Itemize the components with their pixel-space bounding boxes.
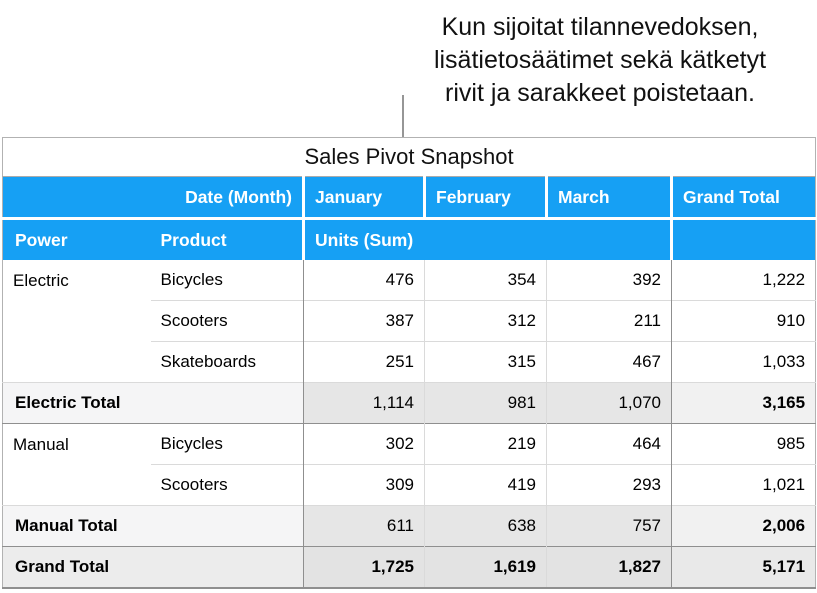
cell-manual-bicycles-february[interactable]: 219 xyxy=(424,423,547,465)
cell-manual-total-march[interactable]: 757 xyxy=(546,505,672,547)
cell-electric-total-march[interactable]: 1,070 xyxy=(546,382,672,424)
cell-manual-total-january[interactable]: 611 xyxy=(303,505,425,547)
cell-power-manual[interactable]: Manual xyxy=(2,423,151,506)
cell-manual-bicycles-january[interactable]: 302 xyxy=(303,423,425,465)
cell-manual-scooters-grand-total[interactable]: 1,021 xyxy=(670,464,816,506)
cell-electric-bicycles-january[interactable]: 476 xyxy=(303,260,425,301)
column-header-january[interactable]: January xyxy=(302,176,425,220)
cell-manual-bicycles-grand-total[interactable]: 985 xyxy=(670,423,816,465)
cell-electric-scooters-march[interactable]: 211 xyxy=(546,300,672,342)
pivot-table: Sales Pivot Snapshot Date (Month) Januar… xyxy=(2,137,817,589)
cell-manual-scooters-february[interactable]: 419 xyxy=(424,464,547,506)
cell-electric-scooters-january[interactable]: 387 xyxy=(303,300,425,342)
callout-text-line-3: rivit ja sarakkeet poistetaan. xyxy=(445,79,755,107)
table-row: Skateboards 251 315 467 1,033 xyxy=(3,341,816,383)
cell-electric-bicycles-march[interactable]: 392 xyxy=(546,260,672,301)
cell-manual-scooters-january[interactable]: 309 xyxy=(303,464,425,506)
cell-product-electric-scooters[interactable]: Scooters xyxy=(150,300,304,342)
cell-electric-skateboards-grand-total[interactable]: 1,033 xyxy=(670,341,816,383)
cell-electric-skateboards-february[interactable]: 315 xyxy=(424,341,547,383)
cell-label-manual-total[interactable]: Manual Total xyxy=(2,505,304,547)
header-grand-total-empty-cell[interactable] xyxy=(669,218,816,260)
cell-electric-skateboards-january[interactable]: 251 xyxy=(303,341,425,383)
value-header-units-sum[interactable]: Units (Sum) xyxy=(302,218,672,260)
column-header-date-month[interactable]: Date (Month) xyxy=(2,176,304,220)
cell-manual-scooters-march[interactable]: 293 xyxy=(546,464,672,506)
callout-text-line-2: lisätietosäätimet sekä kätketyt xyxy=(433,46,767,74)
table-row-electric-total: Electric Total 1,114 981 1,070 3,165 xyxy=(2,382,816,424)
cell-electric-total-february[interactable]: 981 xyxy=(424,382,547,424)
cell-grand-total-january[interactable]: 1,725 xyxy=(303,546,425,588)
cell-manual-total-february[interactable]: 638 xyxy=(424,505,547,547)
cell-product-electric-bicycles[interactable]: Bicycles xyxy=(160,270,223,289)
cell-grand-total-march[interactable]: 1,827 xyxy=(546,546,672,588)
cell-electric-scooters-february[interactable]: 312 xyxy=(424,300,547,342)
callout-text: Kun sijoitat tilannevedoksen, lisätietos… xyxy=(388,11,812,110)
cell-grand-total-grand-total[interactable]: 5,171 xyxy=(670,546,816,588)
callout-text-line-1: Kun sijoitat tilannevedoksen, xyxy=(441,13,759,41)
table-title[interactable]: Sales Pivot Snapshot xyxy=(2,137,816,177)
cell-electric-bicycles-february[interactable]: 354 xyxy=(424,260,547,301)
callout-pointer-line xyxy=(402,95,404,137)
column-header-grand-total[interactable]: Grand Total xyxy=(669,176,816,220)
cell-electric-total-january[interactable]: 1,114 xyxy=(303,382,425,424)
cell-electric-scooters-grand-total[interactable]: 910 xyxy=(670,300,816,342)
cell-label-grand-total[interactable]: Grand Total xyxy=(2,546,304,588)
column-header-march[interactable]: March xyxy=(545,176,672,220)
cell-product-manual-scooters[interactable]: Scooters xyxy=(150,464,304,506)
cell-electric-total-grand-total[interactable]: 3,165 xyxy=(670,382,816,424)
cell-product-manual-bicycles[interactable]: Bicycles xyxy=(150,423,304,465)
table-row: Electric Bicycles 476 354 392 1,222 xyxy=(3,260,816,301)
row-header-power[interactable]: Power xyxy=(2,218,151,260)
column-header-february[interactable]: February xyxy=(423,176,547,220)
table-row: Scooters 309 419 293 1,021 xyxy=(3,464,816,506)
cell-manual-bicycles-march[interactable]: 464 xyxy=(546,423,672,465)
cell-electric-bicycles-grand-total[interactable]: 1,222 xyxy=(670,260,816,301)
row-header-product[interactable]: Product xyxy=(150,218,304,260)
table-row: Scooters 387 312 211 910 xyxy=(3,300,816,342)
cell-manual-total-grand-total[interactable]: 2,006 xyxy=(670,505,816,547)
table-row-manual-total: Manual Total 611 638 757 2,006 xyxy=(2,505,816,547)
cell-product-electric-skateboards[interactable]: Skateboards xyxy=(150,341,304,383)
cell-power-electric[interactable]: Electric xyxy=(13,271,69,290)
cell-label-electric-total[interactable]: Electric Total xyxy=(2,382,304,424)
table-row-grand-total: Grand Total 1,725 1,619 1,827 5,171 xyxy=(2,546,816,588)
cell-electric-skateboards-march[interactable]: 467 xyxy=(546,341,672,383)
table-row: Manual Bicycles 302 219 464 985 xyxy=(2,423,816,506)
cell-grand-total-february[interactable]: 1,619 xyxy=(424,546,547,588)
